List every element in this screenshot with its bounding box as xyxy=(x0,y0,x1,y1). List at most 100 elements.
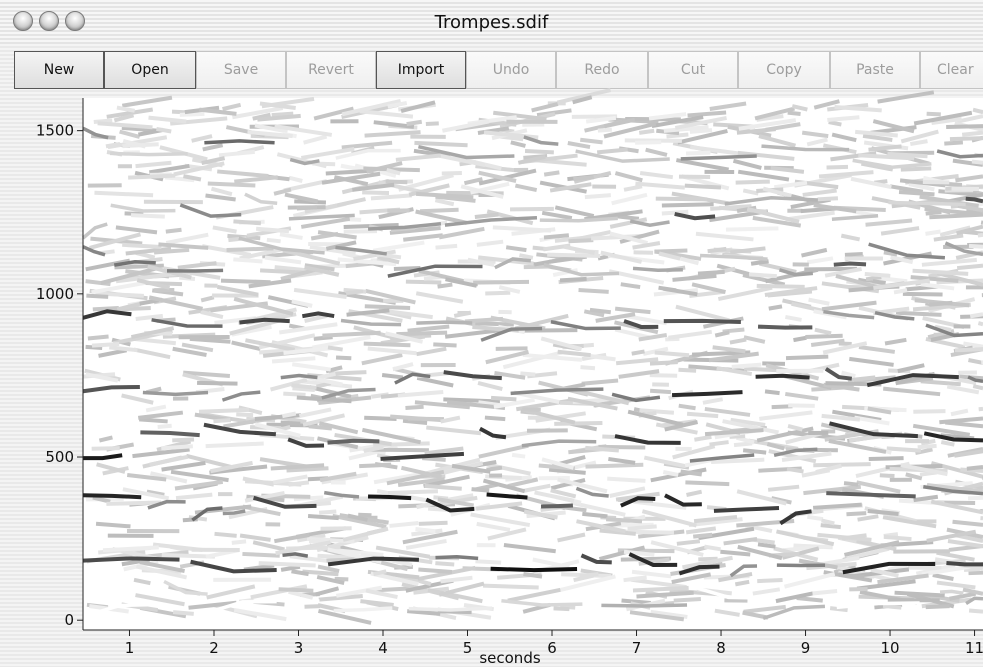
partial-track xyxy=(325,240,357,251)
partial-track xyxy=(231,340,261,352)
partial-track xyxy=(438,581,485,597)
partial-track xyxy=(709,440,729,447)
partial-track xyxy=(91,280,146,295)
partial-track xyxy=(801,130,829,139)
partial-track xyxy=(716,366,753,377)
partial-track xyxy=(214,531,237,538)
partial-track xyxy=(828,438,887,454)
partial-track xyxy=(678,403,696,411)
partial-track xyxy=(900,166,932,172)
partial-track xyxy=(723,536,758,546)
partial-track xyxy=(304,263,335,272)
partial-track xyxy=(773,180,808,190)
clear-button[interactable]: Clear xyxy=(920,51,983,89)
partial-track xyxy=(438,226,485,240)
import-button[interactable]: Import xyxy=(376,51,466,89)
partial-track xyxy=(266,237,281,244)
partial-track xyxy=(208,599,277,614)
undo-button[interactable]: Undo xyxy=(466,51,556,89)
partial-track xyxy=(380,334,426,346)
partial-track xyxy=(94,190,154,198)
partial-track xyxy=(940,433,975,441)
partial-track xyxy=(636,590,694,599)
new-button[interactable]: New xyxy=(14,51,104,89)
partial-track xyxy=(222,102,242,112)
partial-track xyxy=(353,249,396,261)
partial-track xyxy=(762,361,786,366)
partial-track xyxy=(451,463,491,474)
partial-track xyxy=(883,250,898,257)
partial-track xyxy=(364,415,397,421)
partial-track xyxy=(639,171,674,180)
partial-track xyxy=(686,411,719,419)
redo-button[interactable]: Redo xyxy=(556,51,648,89)
partial-track xyxy=(510,206,554,212)
paste-button[interactable]: Paste xyxy=(830,51,920,89)
partial-track xyxy=(631,349,645,356)
partial-track xyxy=(161,460,206,472)
partial-track xyxy=(390,414,443,423)
partial-track xyxy=(502,350,563,370)
partial-track xyxy=(737,169,790,182)
partial-track xyxy=(936,271,983,287)
partial-track xyxy=(482,583,539,590)
revert-button[interactable]: Revert xyxy=(286,51,376,89)
partial-track xyxy=(597,127,612,133)
zoom-window-button[interactable] xyxy=(65,11,85,31)
partial-track xyxy=(393,266,421,271)
minimize-window-button[interactable] xyxy=(39,11,59,31)
partial-track xyxy=(92,306,119,312)
partial-track xyxy=(650,540,704,557)
partial-track xyxy=(476,521,511,532)
partial-track xyxy=(812,588,838,596)
partial-track xyxy=(649,373,678,378)
partial-track xyxy=(179,111,205,117)
open-button[interactable]: Open xyxy=(104,51,196,89)
partial-track xyxy=(373,472,422,485)
partial-track xyxy=(923,431,983,443)
partial-track xyxy=(888,200,966,207)
partial-track xyxy=(522,328,578,333)
partial-track xyxy=(400,100,436,113)
close-window-button[interactable] xyxy=(13,11,33,31)
partial-track xyxy=(514,313,569,331)
partial-track xyxy=(394,372,431,385)
partial-track xyxy=(271,111,294,118)
partial-track xyxy=(655,196,708,202)
partial-track xyxy=(661,202,714,208)
partial-track xyxy=(549,182,592,193)
partial-track xyxy=(242,476,275,487)
partial-track xyxy=(638,128,655,135)
partial-track xyxy=(752,587,781,596)
partial-track xyxy=(806,137,828,147)
partial-track xyxy=(900,463,948,477)
partial-track xyxy=(477,380,503,391)
partial-track xyxy=(711,457,765,465)
partial-track xyxy=(821,518,835,526)
save-button[interactable]: Save xyxy=(196,51,286,89)
partial-track xyxy=(824,367,853,381)
partial-track xyxy=(189,336,231,344)
partial-track xyxy=(931,116,962,125)
partial-track xyxy=(925,604,950,610)
partial-track xyxy=(136,278,171,290)
cut-button[interactable]: Cut xyxy=(648,51,738,89)
partial-track xyxy=(493,397,535,409)
partial-track xyxy=(585,445,619,453)
partial-track xyxy=(422,456,446,462)
partial-track xyxy=(298,407,332,419)
partial-track xyxy=(854,415,890,426)
partial-track xyxy=(364,288,416,305)
partial-track xyxy=(426,425,482,436)
partial-track xyxy=(291,362,331,372)
partial-track xyxy=(318,421,359,435)
partial-track xyxy=(729,433,746,439)
partial-track xyxy=(712,345,746,354)
partial-track xyxy=(181,342,214,353)
partial-track xyxy=(826,164,849,170)
partial-track xyxy=(389,521,419,528)
copy-button[interactable]: Copy xyxy=(738,51,830,89)
partial-track xyxy=(872,279,886,285)
partial-track xyxy=(736,435,755,445)
